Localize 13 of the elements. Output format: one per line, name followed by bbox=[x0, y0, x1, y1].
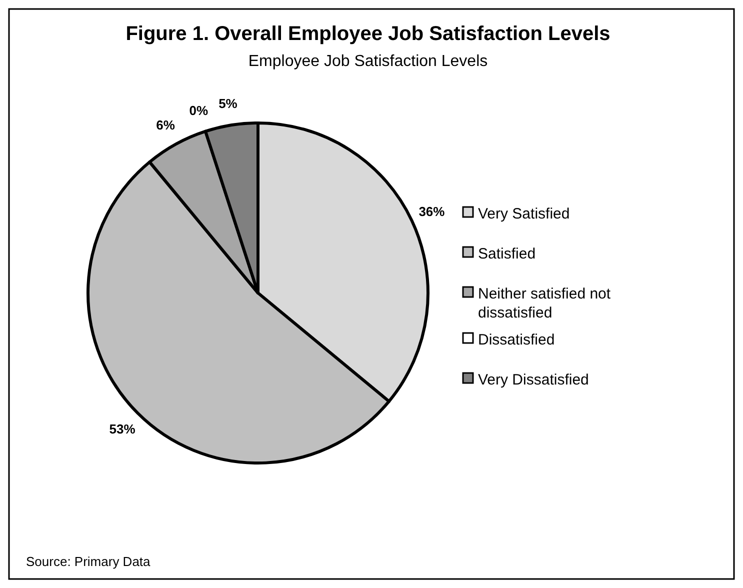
legend-label: Very Dissatisfied bbox=[478, 371, 589, 388]
data-label: 36% bbox=[418, 204, 446, 219]
source-note: Source: Primary Data bbox=[26, 554, 152, 569]
legend-label: Satisfied bbox=[478, 245, 536, 262]
legend-label: Dissatisfied bbox=[478, 331, 555, 348]
legend-label: Very Satisfied bbox=[478, 205, 570, 222]
legend-label: Neither satisfied not dissatisfied bbox=[478, 285, 612, 322]
data-label: 5% bbox=[218, 96, 238, 111]
chart-subtitle: Employee Job Satisfaction Levels bbox=[248, 53, 488, 70]
data-label: 6% bbox=[156, 117, 176, 132]
text: 0% bbox=[189, 102, 208, 118]
data-label: 53% bbox=[109, 421, 136, 436]
chart-title: Figure 1. Overall Employee Job Satisfaction Levels bbox=[126, 23, 610, 45]
